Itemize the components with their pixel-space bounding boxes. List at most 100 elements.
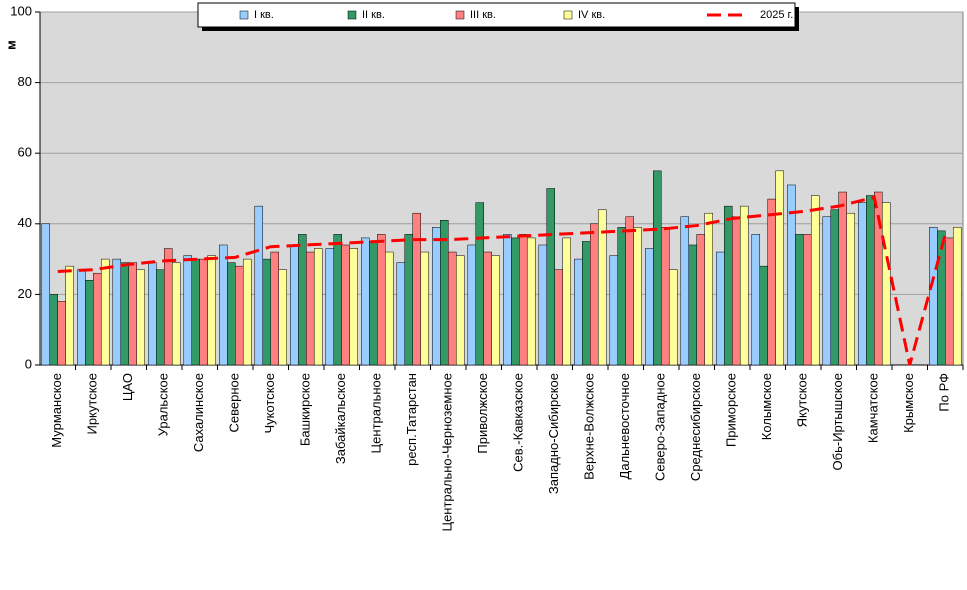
bar	[866, 195, 875, 366]
bar	[838, 191, 847, 366]
bar	[767, 198, 776, 366]
bar	[77, 269, 86, 366]
bar	[546, 188, 556, 366]
bar	[412, 212, 421, 366]
bar	[207, 255, 216, 366]
bar	[590, 223, 599, 366]
x-tick-label: Якутское	[795, 373, 810, 427]
bar	[597, 209, 607, 366]
bar	[617, 227, 627, 366]
bar	[795, 234, 804, 366]
bar	[171, 262, 181, 366]
x-tick-label: Приморское	[724, 373, 739, 447]
x-tick-label: Дальневосточное	[617, 373, 632, 479]
bar	[361, 237, 370, 366]
bar	[830, 209, 840, 366]
y-axis-label: м	[3, 40, 18, 50]
legend-swatch	[239, 10, 249, 20]
y-tick-label: 60	[18, 145, 32, 160]
bar	[582, 241, 591, 366]
bar	[183, 255, 193, 366]
bar	[645, 248, 654, 366]
bar	[803, 234, 812, 366]
bar	[341, 244, 350, 366]
bar	[503, 234, 512, 366]
bar	[810, 195, 820, 366]
bar	[937, 230, 946, 366]
bar	[270, 251, 279, 366]
x-tick-label: Верхне-Волжское	[582, 373, 597, 480]
bar	[298, 234, 307, 366]
y-tick-label: 100	[10, 3, 32, 18]
bar	[661, 227, 670, 366]
bar	[511, 237, 520, 366]
legend-label: I кв.	[254, 9, 274, 21]
bar	[491, 255, 500, 366]
bar	[858, 202, 867, 366]
bar	[929, 227, 938, 366]
legend	[197, 2, 796, 28]
x-tick-label: Обь-Иртышское	[830, 373, 845, 470]
bar	[483, 251, 492, 366]
bar	[732, 216, 741, 366]
x-tick-label: Среднесибирское	[688, 373, 703, 481]
x-tick-label: Северо-Западное	[653, 373, 668, 481]
bar	[199, 258, 208, 366]
legend-swatch	[563, 10, 573, 20]
x-tick-label: Сев.-Кавказское	[511, 373, 526, 472]
x-tick-label: Забайкальское	[333, 373, 348, 464]
bar	[574, 258, 583, 366]
y-tick-label: 40	[18, 215, 32, 230]
x-tick-label: Колымское	[759, 373, 774, 440]
bar	[668, 269, 678, 366]
bar	[455, 255, 465, 366]
x-tick-label: Чукотское	[262, 373, 277, 434]
bar	[846, 212, 855, 366]
bar	[65, 265, 74, 366]
bar	[881, 202, 891, 366]
x-tick-label: Башкирское	[298, 373, 313, 446]
bar	[120, 262, 129, 366]
bar	[475, 202, 485, 366]
bar	[235, 265, 244, 366]
bar	[254, 205, 264, 366]
x-tick-label: ЦАО	[120, 373, 135, 401]
bar	[945, 237, 954, 366]
bar	[377, 234, 386, 366]
bar	[432, 227, 441, 366]
bar	[562, 237, 571, 366]
bar	[822, 216, 832, 366]
bar	[384, 251, 394, 366]
bar	[952, 227, 962, 366]
bar	[85, 280, 94, 366]
x-tick-label: Северное	[227, 373, 242, 432]
x-tick-label: Крымское	[901, 373, 916, 433]
bar	[313, 248, 323, 366]
bar	[396, 262, 406, 366]
y-tick-label: 80	[18, 74, 32, 89]
bar	[724, 205, 733, 366]
legend-label: IV кв.	[578, 9, 605, 21]
bar	[519, 234, 528, 366]
bar	[41, 223, 51, 366]
x-tick-label: По РФ	[937, 373, 952, 412]
bar	[57, 301, 66, 366]
legend-label: II кв.	[362, 9, 385, 21]
bar	[148, 262, 157, 366]
x-tick-label: Мурманское	[49, 373, 64, 448]
bar	[526, 237, 536, 366]
bar	[128, 262, 137, 366]
bar	[242, 258, 252, 366]
bar	[609, 255, 619, 366]
y-tick-label: 0	[25, 356, 32, 371]
bar	[112, 258, 122, 366]
bar	[333, 234, 343, 366]
bar	[625, 216, 634, 366]
x-tick-label: Сахалинское	[191, 373, 206, 452]
bar	[164, 248, 173, 366]
bar	[93, 272, 102, 366]
x-tick-label: Центрально-Черноземное	[440, 373, 455, 532]
bar	[538, 244, 548, 366]
y-tick-label: 20	[18, 286, 32, 301]
